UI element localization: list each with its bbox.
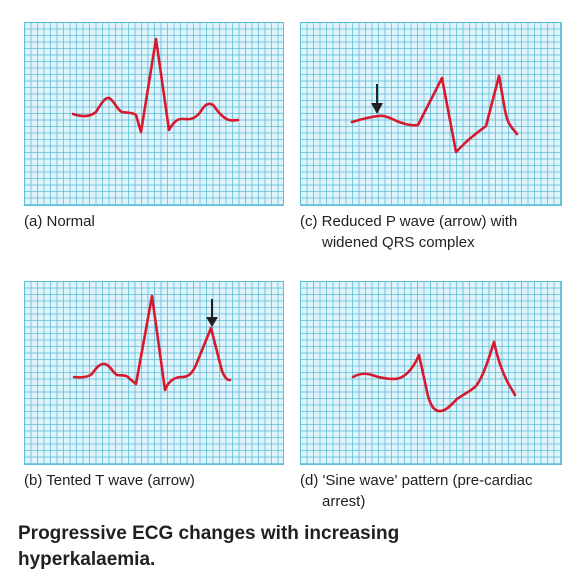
caption-d: (d) 'Sine wave' pattern (pre-cardiac arr… — [300, 470, 533, 512]
ecg-grid-reduced-p-wave — [300, 22, 562, 206]
caption-b: (b) Tented T wave (arrow) — [24, 470, 195, 491]
ecg-trace-sine-wave — [351, 340, 517, 413]
grid-background — [300, 281, 562, 465]
ecg-trace-reduced-p-wave — [350, 74, 519, 154]
caption-a: (a) Normal — [24, 211, 95, 232]
arrow-icon — [371, 84, 383, 114]
caption-c: (c) Reduced P wave (arrow) with widened … — [300, 211, 517, 253]
caption-c-line1: (c) Reduced P wave (arrow) with — [300, 213, 518, 230]
grid-border — [24, 22, 284, 206]
ecg-panel-sine-wave — [300, 281, 562, 465]
figure-title-line1: Progressive ECG changes with increasing — [18, 523, 400, 544]
caption-b-line1: (b) Tented T wave (arrow) — [24, 472, 195, 489]
caption-d-line2: arrest) — [322, 493, 366, 510]
figure-title: Progressive ECG changes with increasing … — [18, 521, 558, 573]
caption-d-line1: (d) 'Sine wave' pattern (pre-cardiac — [300, 472, 533, 489]
caption-c-line2: widened QRS complex — [322, 234, 475, 251]
ecg-trace-normal — [71, 37, 240, 134]
ecg-grid-lines — [300, 22, 562, 206]
ecg-panel-normal — [24, 22, 284, 206]
ecg-grid-tented-t-wave — [24, 281, 284, 465]
ecg-grid-lines — [300, 281, 562, 465]
ecg-trace-tented-t-wave — [72, 294, 232, 392]
ecg-panel-reduced-p-wave — [300, 22, 562, 206]
grid-border — [24, 281, 284, 465]
ecg-panel-tented-t-wave — [24, 281, 284, 465]
grid-border — [300, 281, 562, 465]
arrow-icon — [206, 299, 218, 327]
grid-background — [300, 22, 562, 206]
figure-title-line2: hyperkalaemia. — [18, 549, 156, 570]
ecg-grid-sine-wave — [300, 281, 562, 465]
ecg-grid-normal — [24, 22, 284, 206]
caption-a-line1: (a) Normal — [24, 213, 95, 230]
grid-border — [300, 22, 562, 206]
